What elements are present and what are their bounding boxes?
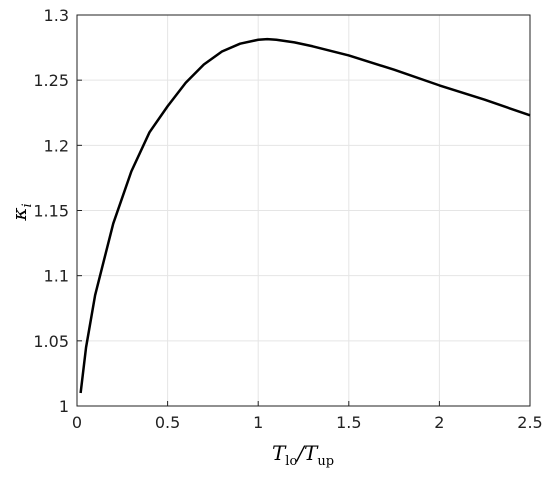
x-label-part: T: [272, 441, 287, 465]
y-tick-label: 1.15: [33, 202, 69, 221]
x-tick-label: 2: [434, 413, 444, 432]
y-tick-label: 1.25: [33, 71, 69, 90]
x-label-part: up: [317, 454, 334, 469]
y-tick-label: 1: [59, 397, 69, 416]
y-tick-label: 1.05: [33, 332, 69, 351]
data-line: [79, 37, 531, 394]
y-axis-label: κi: [7, 203, 35, 221]
y-tick-label: 1.1: [44, 267, 69, 286]
x-tick-label: 2.5: [517, 413, 542, 432]
y-label-part: κ: [7, 208, 31, 222]
y-tick-label: 1.3: [44, 6, 69, 25]
y-label-part: i: [20, 203, 35, 207]
x-axis-label: Tlo/Tup: [272, 441, 334, 469]
plot-frame: [76, 14, 531, 407]
x-tick-label: 0: [72, 413, 82, 432]
x-tick-label: 1.5: [336, 413, 361, 432]
x-tick-label: 1: [253, 413, 263, 432]
x-label-part: /T: [295, 441, 319, 465]
x-tick-label: 0.5: [155, 413, 180, 432]
x-label-part: lo: [285, 454, 297, 469]
y-tick-label: 1.2: [44, 136, 69, 155]
